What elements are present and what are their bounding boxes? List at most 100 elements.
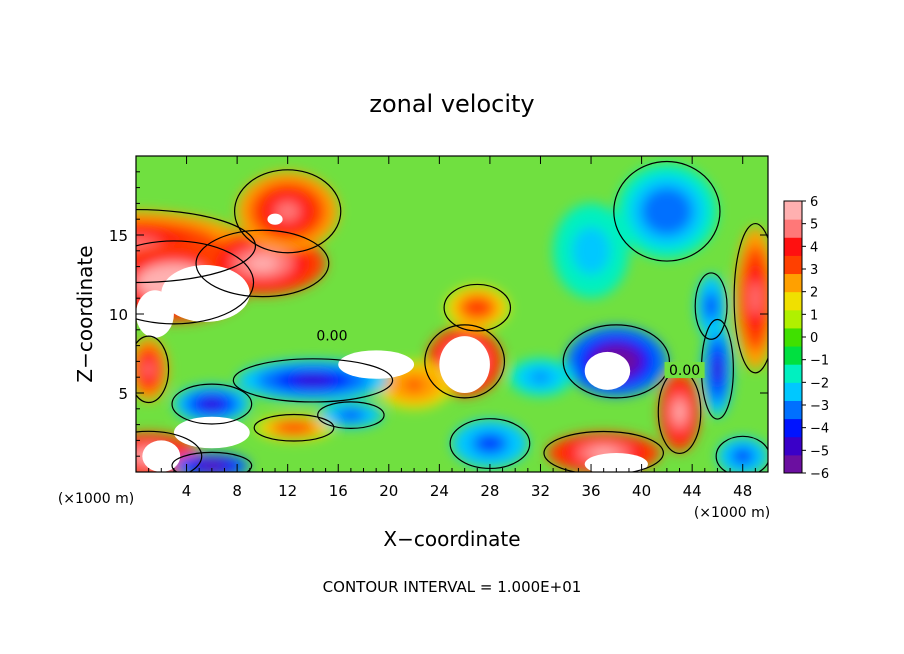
y-tick-label-1: 10 — [109, 306, 128, 324]
colorbar-label-3: 3 — [810, 263, 818, 278]
colorbar-swatch-3 — [784, 400, 802, 420]
field-region-17-3 — [654, 199, 680, 224]
y-tick-label-2: 15 — [109, 227, 128, 245]
field-region-14-3 — [294, 375, 332, 386]
colorbar-swatch-11 — [784, 255, 802, 275]
x-tick-label-0: 4 — [182, 482, 192, 500]
x-unit-right: (×1000 m) — [694, 505, 770, 521]
contour-line-3 — [233, 169, 342, 254]
undefined-region-8 — [584, 453, 648, 472]
colorbar-swatch-13 — [784, 219, 802, 238]
contour-line-7 — [253, 413, 335, 442]
contour-line-11 — [136, 335, 170, 404]
contour-line-9 — [733, 222, 768, 374]
contour-line-16 — [562, 324, 671, 399]
contour-line-13 — [171, 383, 253, 425]
x-tick-label-4: 20 — [379, 482, 398, 500]
undefined-region-2 — [338, 350, 415, 379]
colorbar-swatch-5 — [784, 364, 802, 383]
field-region-23-3 — [202, 462, 222, 469]
undefined-region-1 — [136, 290, 174, 338]
colorbar-swatch-10 — [784, 273, 802, 293]
colorbar-label-4: 2 — [810, 286, 818, 301]
colorbar: 6 5 4 3 2 1 0 −1 −2 −3 −4 −5 −6 — [783, 195, 829, 482]
field-region-22-3 — [532, 372, 549, 382]
contour-line-1 — [136, 240, 255, 325]
y-axis-ticks: 5 10 15 — [109, 171, 768, 457]
undefined-region-6 — [173, 416, 250, 449]
x-unit-left: (×1000 m) — [58, 491, 134, 507]
contour-line-10 — [543, 430, 664, 472]
field-region-15-3 — [342, 411, 359, 419]
field-region-2-3 — [246, 255, 279, 272]
contour-line-15 — [317, 401, 385, 429]
field-region-6-3 — [469, 302, 486, 314]
field-region-24-3 — [736, 451, 750, 461]
x-axis-label: X−coordinate — [383, 527, 520, 551]
contour-label-bg-1 — [664, 362, 705, 379]
field-region-21-3 — [480, 437, 500, 450]
contour-line-23 — [171, 451, 253, 472]
colorbar-swatch-8 — [784, 309, 802, 329]
colorbar-swatch-14 — [784, 201, 802, 220]
colorbar-swatch-1 — [784, 436, 802, 456]
x-tick-label-8: 36 — [581, 482, 600, 500]
field-region-9-3 — [750, 280, 761, 316]
x-tick-label-9: 40 — [632, 482, 651, 500]
field-region-5-3 — [404, 379, 424, 392]
colorbar-label-7: −1 — [810, 354, 829, 369]
y-axis-label: Z−coordinate — [73, 245, 97, 382]
colorbar-label-0: 6 — [810, 195, 818, 210]
contour-line-2 — [195, 229, 330, 298]
y-tick-label-0: 5 — [118, 385, 128, 403]
contour-labels: 0.00 0.00 — [311, 327, 705, 379]
contour-line-14 — [232, 358, 394, 403]
colorbar-swatch-7 — [784, 327, 802, 347]
colorbar-label-8: −2 — [810, 376, 829, 391]
contour-line-17 — [613, 160, 721, 262]
field-region-7-3 — [284, 424, 304, 431]
field-region-18-3 — [581, 238, 601, 263]
colorbar-swatch-0 — [784, 454, 802, 474]
colorbar-label-11: −5 — [810, 444, 829, 459]
contour-line-20 — [694, 272, 728, 340]
colorbar-swatch-9 — [784, 291, 802, 311]
field-region-13-3 — [202, 399, 222, 409]
contour-label-1: 0.00 — [669, 363, 700, 379]
x-tick-label-3: 16 — [329, 482, 348, 500]
undefined-region-3 — [439, 336, 490, 393]
contour-interval-note: CONTOUR INTERVAL = 1.000E+01 — [323, 578, 582, 596]
colorbar-label-1: 5 — [810, 218, 818, 233]
contour-line-6 — [443, 283, 512, 332]
colorbar-label-9: −3 — [810, 399, 829, 414]
zero-contours — [136, 160, 768, 472]
colorbar-label-5: 1 — [810, 308, 818, 323]
contour-label-bg-0 — [311, 327, 352, 344]
x-tick-label-5: 24 — [430, 482, 449, 500]
colorbar-label-6: 0 — [810, 331, 818, 346]
colorbar-swatch-4 — [784, 382, 802, 401]
undefined-region-4 — [584, 351, 631, 390]
field-region-20-3 — [707, 298, 715, 314]
field-region-19-3 — [713, 357, 722, 382]
colorbar-swatch-12 — [784, 237, 802, 256]
x-tick-label-2: 12 — [278, 482, 297, 500]
colorbar-swatch-6 — [784, 346, 802, 365]
undefined-region-5 — [267, 213, 283, 225]
x-tick-label-6: 28 — [480, 482, 499, 500]
x-tick-label-1: 8 — [232, 482, 242, 500]
plot-area — [136, 156, 768, 472]
colorbar-label-12: −6 — [810, 467, 829, 482]
contour-label-0: 0.00 — [316, 328, 347, 344]
contour-line-4 — [424, 324, 506, 399]
x-axis-ticks: 4 8 12 16 20 24 28 32 36 40 44 48 — [148, 156, 756, 500]
contour-line-0 — [136, 208, 257, 284]
x-tick-label-11: 48 — [733, 482, 752, 500]
field-region-8-3 — [674, 402, 685, 422]
x-tick-label-7: 32 — [531, 482, 550, 500]
contour-line-12 — [136, 430, 203, 472]
undefined-region-0 — [161, 265, 250, 322]
x-tick-label-10: 44 — [683, 482, 702, 500]
colorbar-label-2: 4 — [810, 240, 818, 255]
